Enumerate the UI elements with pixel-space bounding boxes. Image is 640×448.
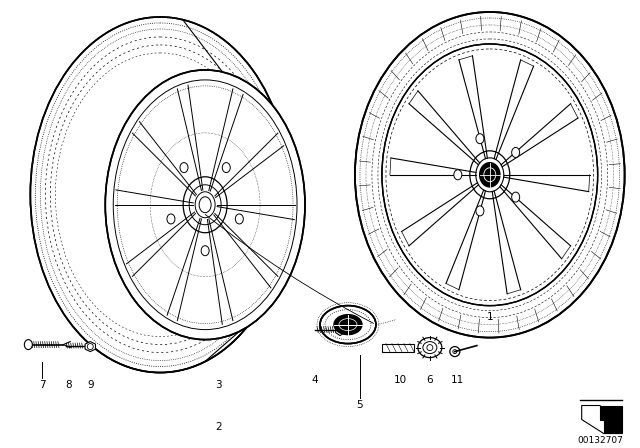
Polygon shape bbox=[604, 419, 621, 434]
Text: 1: 1 bbox=[486, 312, 493, 322]
Ellipse shape bbox=[189, 185, 221, 225]
Ellipse shape bbox=[183, 177, 227, 233]
Text: 00132707: 00132707 bbox=[578, 436, 623, 445]
Ellipse shape bbox=[105, 70, 305, 340]
Ellipse shape bbox=[418, 338, 442, 358]
Ellipse shape bbox=[24, 340, 33, 349]
Ellipse shape bbox=[180, 163, 188, 172]
Ellipse shape bbox=[201, 246, 209, 256]
Ellipse shape bbox=[480, 163, 500, 187]
Ellipse shape bbox=[423, 341, 437, 353]
Ellipse shape bbox=[454, 170, 462, 180]
Polygon shape bbox=[582, 405, 621, 434]
Ellipse shape bbox=[476, 134, 484, 144]
Text: 6: 6 bbox=[426, 375, 433, 384]
Text: 4: 4 bbox=[312, 375, 318, 384]
Ellipse shape bbox=[30, 17, 290, 373]
Ellipse shape bbox=[167, 214, 175, 224]
Text: 8: 8 bbox=[65, 379, 72, 390]
Ellipse shape bbox=[470, 151, 510, 199]
Ellipse shape bbox=[236, 214, 243, 224]
Ellipse shape bbox=[476, 206, 484, 216]
Ellipse shape bbox=[511, 147, 520, 158]
Ellipse shape bbox=[320, 306, 376, 344]
Text: 11: 11 bbox=[451, 375, 465, 384]
Text: 7: 7 bbox=[39, 379, 45, 390]
Text: 9: 9 bbox=[87, 379, 93, 390]
Ellipse shape bbox=[334, 314, 362, 335]
Polygon shape bbox=[85, 341, 95, 352]
Polygon shape bbox=[600, 405, 621, 419]
Ellipse shape bbox=[382, 44, 598, 306]
Text: 5: 5 bbox=[356, 400, 364, 409]
Ellipse shape bbox=[511, 192, 520, 202]
Ellipse shape bbox=[222, 163, 230, 172]
Polygon shape bbox=[335, 323, 344, 336]
Text: 10: 10 bbox=[394, 375, 406, 384]
Ellipse shape bbox=[195, 192, 215, 218]
Text: 3: 3 bbox=[215, 379, 221, 390]
Text: 2: 2 bbox=[215, 422, 221, 431]
Ellipse shape bbox=[476, 158, 504, 192]
Ellipse shape bbox=[355, 12, 625, 338]
Polygon shape bbox=[382, 344, 414, 352]
